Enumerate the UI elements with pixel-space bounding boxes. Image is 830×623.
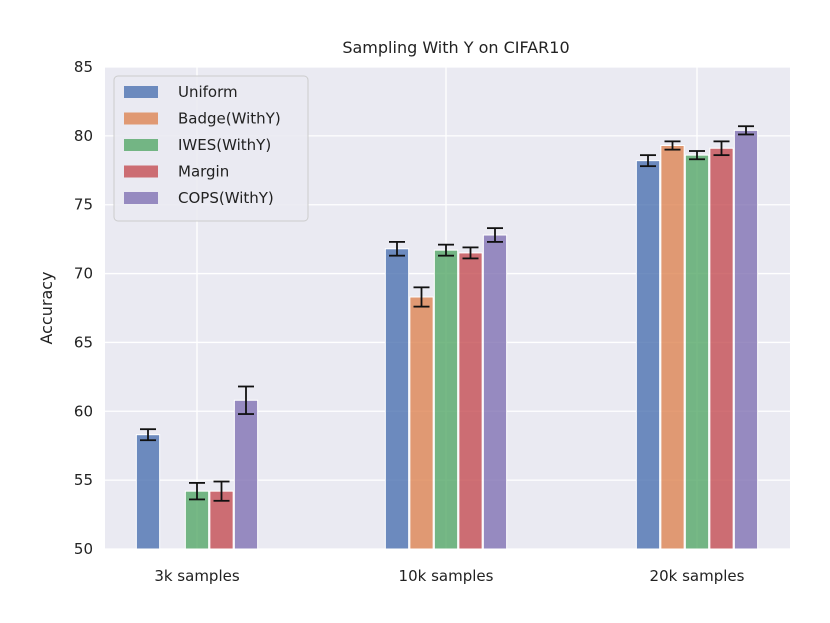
- error-bar: [389, 240, 405, 257]
- legend-box: [113, 75, 309, 222]
- x-tick-label: 3k samples: [154, 567, 240, 585]
- bar: [733, 129, 759, 550]
- bar: [233, 399, 259, 550]
- x-tick-labels: 3k samples 10k samples 20k samples: [154, 567, 744, 585]
- legend-label: Uniform: [178, 83, 238, 101]
- legend-label: Margin: [178, 163, 229, 181]
- error-bar: [462, 246, 479, 260]
- legend-label: Badge(WithY): [178, 110, 281, 128]
- error-bar: [438, 243, 454, 257]
- bar: [384, 248, 410, 550]
- legend-swatch: [124, 192, 158, 204]
- y-tick-label: 55: [74, 471, 93, 489]
- error-bar: [738, 125, 754, 136]
- x-tick-label: 20k samples: [650, 567, 745, 585]
- error-bar: [238, 385, 254, 415]
- bar: [409, 296, 434, 550]
- error-bars: [140, 125, 754, 502]
- bar: [482, 234, 508, 550]
- y-tick-label: 75: [74, 196, 93, 214]
- legend-swatch: [124, 112, 158, 125]
- error-bar: [140, 428, 156, 442]
- error-bar: [664, 140, 681, 151]
- y-tick-label: 85: [74, 58, 93, 76]
- bar: [635, 160, 661, 550]
- y-tick-label: 80: [74, 127, 93, 145]
- error-bar: [640, 154, 656, 168]
- legend-swatch: [124, 139, 158, 151]
- error-bar: [413, 286, 430, 308]
- legend-label: COPS(WithY): [178, 189, 274, 207]
- bar: [433, 249, 459, 550]
- error-bar: [487, 227, 503, 243]
- error-bar: [689, 150, 705, 161]
- y-tick-label: 70: [74, 265, 93, 283]
- chart-title: Sampling With Y on CIFAR10: [342, 38, 569, 57]
- x-tick-label: 10k samples: [399, 567, 494, 585]
- legend-swatch: [124, 165, 158, 178]
- error-bar: [213, 480, 230, 502]
- y-tick-label: 65: [74, 333, 93, 351]
- bar: [660, 144, 685, 550]
- error-bar: [713, 140, 730, 157]
- y-tick-label: 50: [74, 540, 93, 558]
- y-tick-label: 60: [74, 402, 93, 420]
- legend-swatch: [124, 86, 158, 98]
- bar: [458, 252, 483, 550]
- y-tick-labels: 50 55 60 65 70 75 80 85: [74, 58, 93, 558]
- y-axis-label: Accuracy: [37, 271, 56, 344]
- bar: [135, 434, 161, 550]
- legend: Uniform Badge(WithY) IWES(WithY) Margin COPS…: [113, 75, 309, 222]
- error-bar: [189, 481, 205, 501]
- bar: [684, 154, 710, 550]
- bars: [135, 129, 759, 550]
- bar: [709, 147, 734, 550]
- legend-label: IWES(WithY): [178, 136, 271, 154]
